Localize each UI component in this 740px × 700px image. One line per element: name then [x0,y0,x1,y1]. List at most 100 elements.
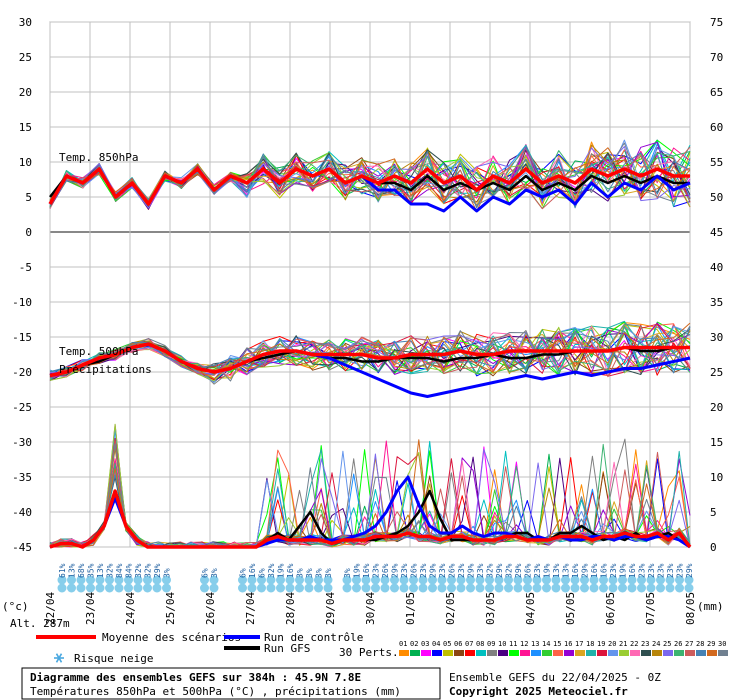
mean-precip-line [49,489,692,549]
snow-risk-flake [105,575,114,585]
snow-risk-flake [418,575,428,585]
pert-number: 10 [498,640,506,648]
pert-number: 06 [454,640,462,648]
snow-risk-flake [675,583,684,593]
snow-risk-percent: 3% [210,568,219,578]
snow-risk-cell: 23% [532,563,542,593]
snow-risk-percent: 29% [467,563,476,578]
snow-risk-cell: 32% [485,563,495,593]
snow-risk-cell: 68% [76,563,86,593]
snow-risk-flake [361,583,371,593]
snow-risk-flake [475,583,485,593]
snow-risk-cell: 13% [67,563,77,593]
snow-risk-cell: 23% [665,563,675,593]
snow-risk-flake [266,583,276,593]
snow-risk-cell: 23% [608,563,618,593]
pert-number: 02 [410,640,418,648]
snow-risk-flake [57,575,67,585]
left-tick-label: 30 [19,16,32,29]
left-tick-label: 0 [25,226,32,239]
snow-risk-percent: 23% [676,563,685,578]
x-tick-label: 23/04 [84,592,97,625]
pert-number: 30 [718,640,726,648]
snow-risk-percent: 26% [381,563,390,578]
snow-risk-flake [447,575,456,585]
snow-risk-percent: 3% [315,568,324,578]
snow-risk-percent: 16% [571,563,580,578]
snow-risk-cell: 32% [105,563,115,593]
right-tick-label: 60 [710,121,723,134]
left-tick-label: -35 [12,471,32,484]
footer: Diagramme des ensembles GEFS sur 384h : … [21,667,661,700]
snow-risk-flake [76,583,86,593]
snow-risk-cell: 23% [637,563,647,593]
snow-risk-flake [342,583,352,593]
x-tick-label: 27/04 [244,592,257,625]
snow-risk-flake [589,575,599,585]
snow-risk-flake [361,575,371,585]
snow-risk-flake [67,575,76,585]
snow-risk-percent: 3% [324,568,333,578]
left-tick-label: 10 [19,156,32,169]
pert-swatch [432,650,442,656]
snow-risk-flake [551,575,561,585]
snow-risk-flake [542,583,551,593]
snow-risk-cell: 23% [371,563,381,593]
snow-risk-flake [437,583,447,593]
snow-risk-flake [570,583,580,593]
snow-risk-percent: 84% [125,563,134,578]
left-tick-label: 25 [19,51,32,64]
snow-risk-flake [599,575,608,585]
snow-risk-cell: 29% [684,563,694,593]
left-tick-label: 20 [19,86,32,99]
snow-risk-flake [684,575,694,585]
snow-risk-flake [95,583,105,593]
snow-risk-flake [247,583,257,593]
pert-swatch [542,650,552,656]
snow-risk-flake [513,583,523,593]
snow-risk-flake [295,583,304,593]
snow-risk-percent: 26% [448,563,457,578]
right-tick-label: 65 [710,86,723,99]
snow-risk-cell: 26% [523,563,533,593]
snow-risk-flake [418,583,428,593]
snow-risk-flake [133,575,143,585]
snow-risk-percent: 32% [267,563,276,578]
snow-risk-flake [428,575,437,585]
snow-risk-flake [257,583,266,593]
label-temp-850: Temp. 850hPa [59,151,138,164]
pert-swatch [718,650,728,656]
pert-t500-line [49,326,691,377]
snow-risk-cell: 23% [675,563,685,593]
pert-number: 26 [674,640,682,648]
right-tick-label: 10 [710,471,723,484]
snow-risk-cell: 29% [513,563,523,593]
right-tick-label: 35 [710,296,723,309]
legend-gfs-label: Run GFS [264,642,310,655]
pert-number: 29 [707,640,715,648]
snow-risk-row: 61% 13% 68% 35% 13% 32% 84% 84% 32% 32% 29% 3% 6% 3% 6… [57,563,694,593]
pert-number: 22 [630,640,638,648]
snow-risk-cell: 6% [238,568,248,593]
pert-swatch [575,650,585,656]
snow-risk-flake [95,575,105,585]
snow-risk-flake [608,583,618,593]
snow-risk-flake [618,575,627,585]
legend-snow-label: Risque neige [74,652,153,665]
x-tick-label: 06/05 [604,592,617,625]
snow-risk-percent: 29% [514,563,523,578]
snow-risk-flake [314,583,323,593]
snow-risk-flake [599,583,608,593]
snow-risk-percent: 68% [77,563,86,578]
snow-risk-flake [143,583,152,593]
pert-t500-line [49,324,691,379]
snow-risk-percent: 23% [438,563,447,578]
grid-lines [49,21,691,548]
pert-swatch [586,650,596,656]
snow-risk-percent: 35% [87,563,96,578]
snow-risk-percent: 16% [628,563,637,578]
snow-risk-flake [105,583,114,593]
pert-number: 09 [487,640,495,648]
snow-risk-cell: 16% [247,563,257,593]
legend-mean-label: Moyenne des scénarios [102,631,241,644]
